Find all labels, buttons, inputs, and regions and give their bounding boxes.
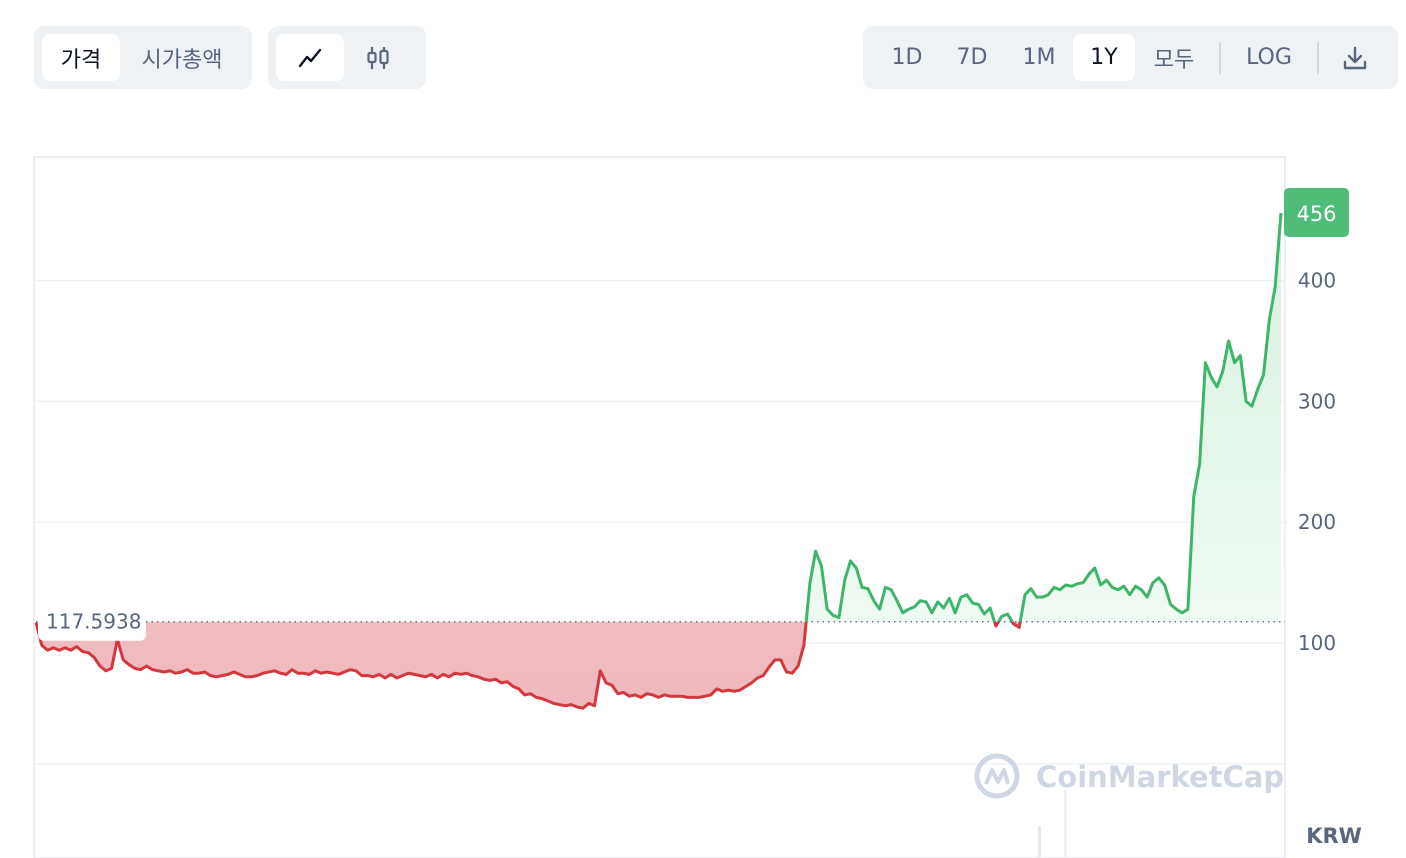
line-chart-button[interactable]: [276, 34, 344, 81]
watermark: CoinMarketCap: [974, 753, 1284, 799]
baseline-label-bg: [38, 604, 146, 641]
toolbar-divider: [1219, 41, 1221, 74]
y-tick-label: 200: [1298, 510, 1336, 534]
plot-frame: [33, 156, 1286, 858]
download-icon: [1343, 46, 1367, 69]
coinmarketcap-logo-icon: [974, 753, 1020, 799]
range-toolbar: 1D 7D 1M 1Y 모두 LOG: [863, 26, 1398, 89]
price-line-down: [34, 621, 1022, 710]
current-price-value: 456: [1296, 202, 1336, 226]
bottom-fade: [34, 838, 1285, 858]
chart-type-toggle-group: [268, 26, 426, 89]
currency-label: KRW: [1306, 824, 1362, 848]
y-tick-label: 400: [1298, 269, 1336, 293]
download-button[interactable]: [1325, 34, 1385, 81]
baseline-label-text: 117.5938: [46, 610, 141, 634]
area-above-baseline: [806, 213, 1281, 622]
metric-toggle-group: 가격 시가총액: [34, 26, 252, 89]
price-line: [34, 212, 1283, 710]
range-1y-button[interactable]: 1Y: [1073, 34, 1135, 81]
range-all-button[interactable]: 모두: [1153, 47, 1195, 73]
volume-bar: [1038, 826, 1041, 858]
price-line-up: [804, 212, 1283, 622]
area-below-baseline: [36, 621, 1281, 709]
volume-bar: [1064, 790, 1067, 858]
coinmarketcap-logo-mark: [984, 768, 1010, 785]
current-price-badge: 456: [1284, 187, 1349, 237]
line-chart-icon: [298, 48, 322, 67]
y-tick-label: 100: [1298, 631, 1336, 655]
price-tab[interactable]: 가격: [42, 34, 120, 81]
y-tick-label: 300: [1298, 389, 1336, 413]
baseline-label: 117.5938: [38, 604, 146, 641]
current-price-badge-bg: [1284, 187, 1349, 237]
range-1m-button[interactable]: 1M: [1022, 45, 1056, 70]
volume-bars: [1038, 790, 1067, 858]
candlestick-button[interactable]: [344, 34, 412, 81]
market-cap-tab[interactable]: 시가총액: [141, 47, 223, 73]
log-scale-button[interactable]: LOG: [1246, 45, 1292, 70]
y-axis: 100 200 300 400: [1298, 269, 1336, 655]
range-7d-button[interactable]: 7D: [956, 45, 988, 70]
candlestick-icon: [367, 46, 389, 69]
range-1d-button[interactable]: 1D: [891, 45, 923, 70]
toolbar-divider: [1317, 41, 1319, 74]
watermark-text: CoinMarketCap: [1036, 760, 1284, 794]
price-area: [36, 213, 1281, 709]
